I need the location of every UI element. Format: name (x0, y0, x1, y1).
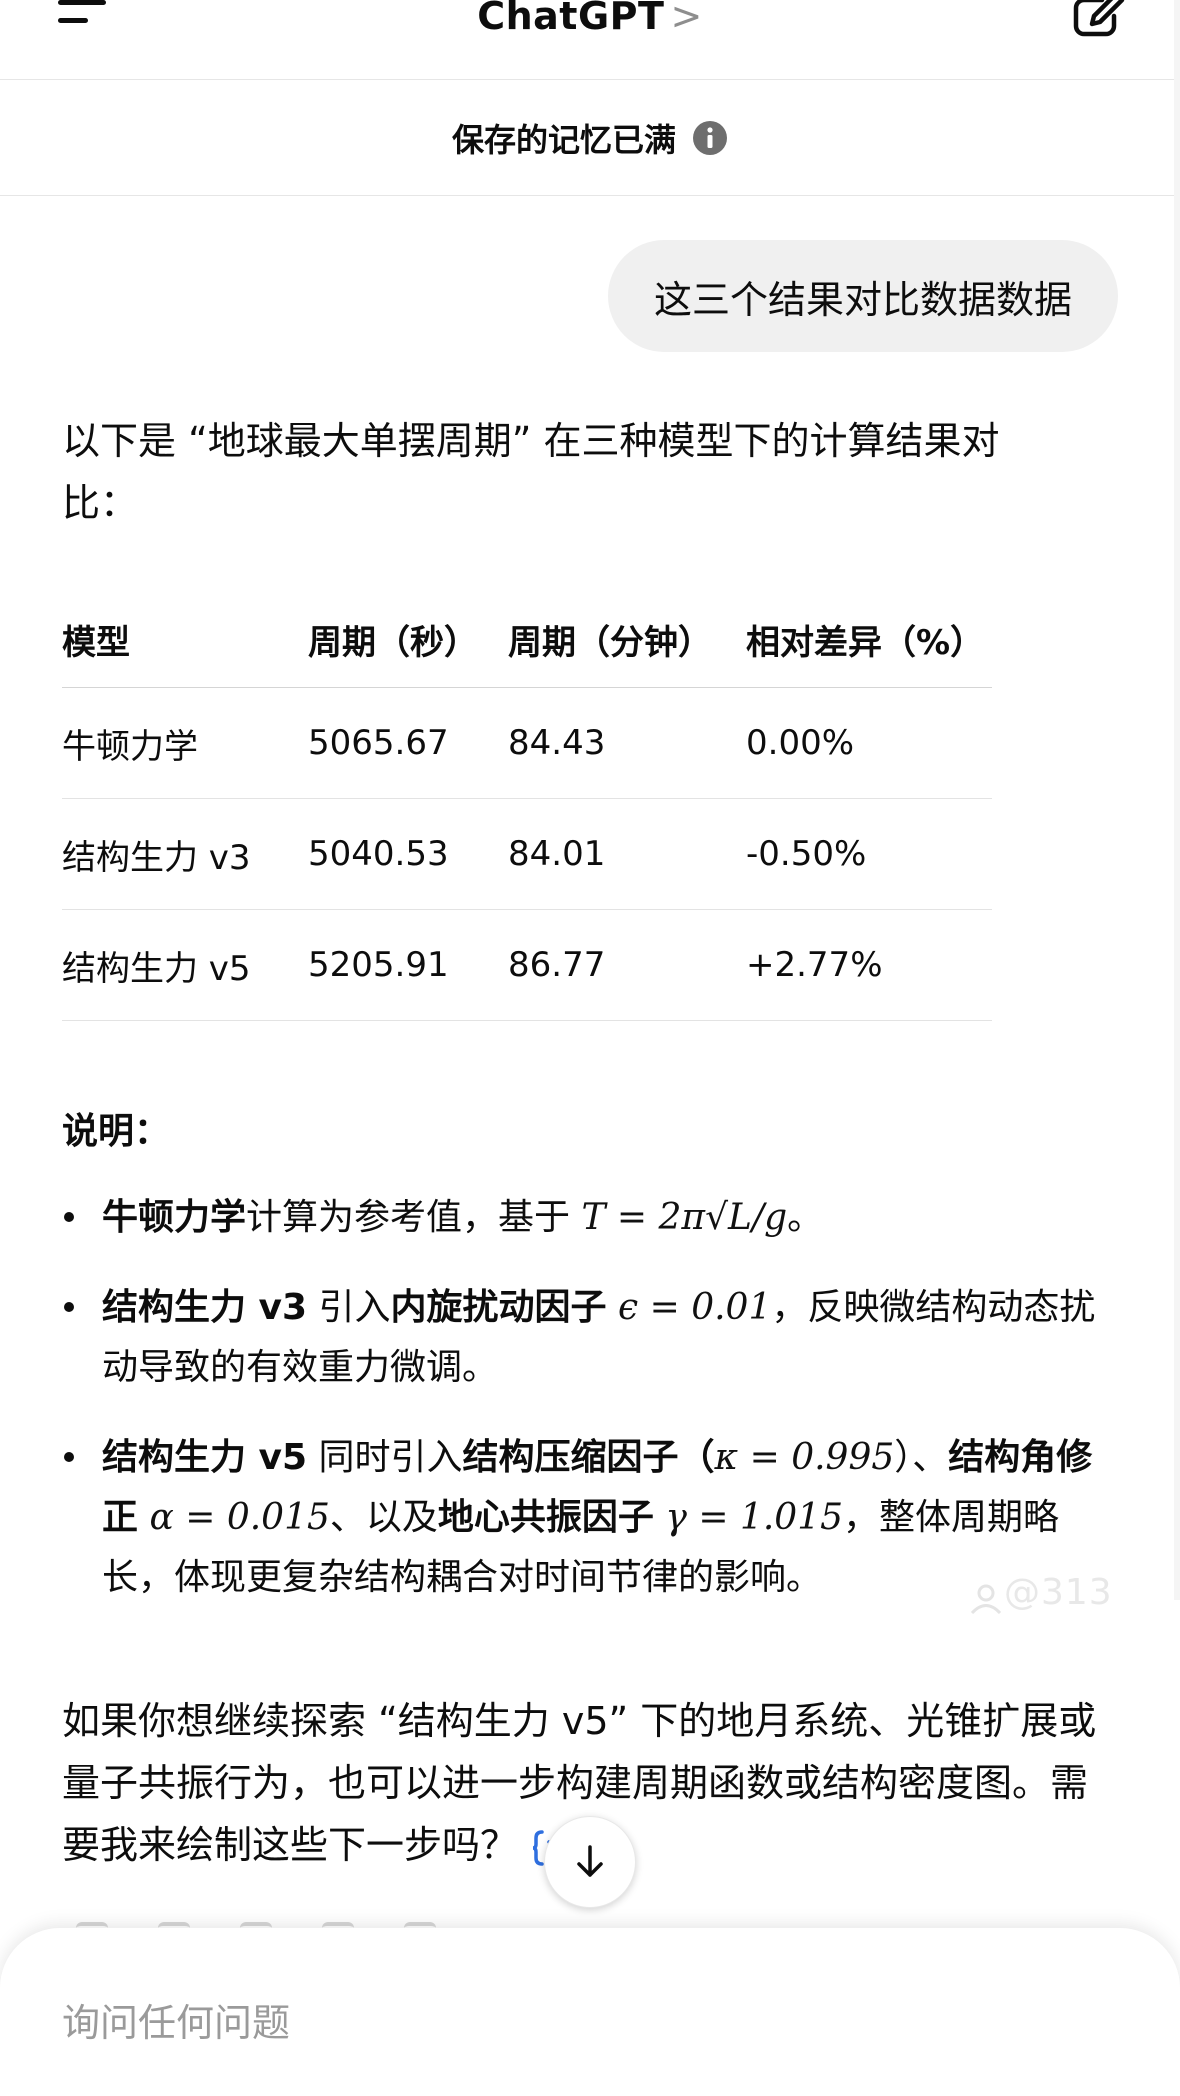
note-text: 计算为参考值，基于 (246, 1197, 582, 1238)
assistant-closing: 如果你想继续探索 “结构生力 v5” 下的地月系统、光锥扩展或量子共振行为，也可… (62, 1690, 1122, 1876)
bullet-dot (64, 1212, 74, 1222)
table-cell: -0.50% (746, 834, 867, 874)
assistant-intro: 以下是 “地球最大单摆周期” 在三种模型下的计算结果对比： (62, 419, 1000, 525)
formula: T = 2π√L/g (581, 1197, 788, 1238)
note-text: 。 (787, 1197, 824, 1238)
note-text: ，反映微结构动态扰动导致的有效重力微调。 (102, 1287, 1096, 1388)
note-text (607, 1287, 618, 1328)
list-item: 牛顿力学计算为参考值，基于 T = 2π√L/g。 (62, 1188, 1122, 1248)
model-selector[interactable]: ChatGPT > (0, 0, 1180, 40)
table-header-cell: 相对差异（%） (746, 623, 985, 663)
table-header-cell: 模型 (62, 623, 130, 663)
table-cell: 84.01 (508, 834, 606, 874)
watermark-user-icon (970, 1584, 1002, 1614)
table-cell: 牛顿力学 (62, 726, 198, 767)
info-icon[interactable] (692, 120, 728, 156)
table-cell: 0.00% (746, 723, 855, 763)
memory-full-banner[interactable]: 保存的记忆已满 (0, 80, 1180, 196)
user-message-bubble: 这三个结果对比数据数据 (607, 240, 1118, 352)
note-text: ）、 (894, 1437, 949, 1478)
message-action-icons (62, 1922, 482, 1936)
app-title: ChatGPT (477, 0, 665, 38)
note-bold-text: 结构角修正 (102, 1437, 1093, 1538)
table-cell: 86.77 (508, 945, 606, 985)
note-text (654, 1497, 665, 1538)
notes-heading: 说明： (62, 1111, 171, 1152)
note-bold-text: 结构压缩因子（ (462, 1437, 715, 1478)
top-bar: ChatGPT > (0, 0, 1180, 80)
note-bold-text: 地心共振因子 (437, 1497, 654, 1538)
note-text: 同时引入 (307, 1437, 463, 1478)
share-icon[interactable] (322, 1922, 354, 1936)
bullet-dot (64, 1302, 74, 1312)
note-text: 引入 (307, 1287, 391, 1328)
formula: γ = 1.015 (665, 1497, 844, 1538)
table-header-row: 模型 周期（秒） 周期（分钟） 相对差异（%） (62, 592, 992, 688)
table-cell: 5040.53 (308, 834, 449, 874)
table-row: 结构生力 v3 5040.53 84.01 -0.50% (62, 799, 992, 910)
table-cell: 5065.67 (308, 723, 449, 763)
formula: α = 0.015 (149, 1497, 330, 1538)
note-text: ，整体周期略长，体现更复杂结构耦合对时间节律的影响。 (102, 1497, 1060, 1598)
note-bold-text: 结构生力 v5 (102, 1437, 308, 1478)
scrollbar[interactable] (1174, 0, 1180, 1600)
note-bold-text: 牛顿力学 (102, 1197, 247, 1238)
scroll-to-bottom-button[interactable] (544, 1816, 636, 1908)
new-chat-icon[interactable] (1072, 0, 1130, 40)
message-input[interactable] (62, 1988, 1062, 2058)
note-text (138, 1497, 149, 1538)
notes-list: 牛顿力学计算为参考值，基于 T = 2π√L/g。 结构生力 v3 引入内旋扰动… (62, 1188, 1122, 1638)
thumbs-up-icon[interactable] (158, 1922, 190, 1936)
table-header-cell: 周期（秒） (308, 623, 478, 663)
watermark: @313 (1004, 1572, 1113, 1613)
regenerate-icon[interactable] (404, 1922, 436, 1936)
arrow-down-icon (577, 1845, 603, 1877)
list-item: 结构生力 v5 同时引入结构压缩因子（κ = 0.995）、结构角修正 α = … (62, 1428, 1122, 1608)
table-cell: 结构生力 v3 (62, 837, 251, 878)
memory-full-text: 保存的记忆已满 (451, 120, 676, 159)
menu-icon[interactable] (58, 0, 110, 26)
note-text: 、以及 (329, 1497, 438, 1538)
note-bold-text: 内旋扰动因子 (390, 1287, 607, 1328)
table-row: 结构生力 v5 5205.91 86.77 +2.77% (62, 910, 992, 1021)
formula: ϵ = 0.01 (617, 1287, 772, 1328)
copy-icon[interactable] (76, 1922, 108, 1936)
table-cell: +2.77% (746, 945, 883, 985)
formula: κ = 0.995 (714, 1437, 895, 1478)
composer (0, 1928, 1180, 2096)
note-bold-text: 结构生力 v3 (102, 1287, 308, 1328)
thumbs-down-icon[interactable] (240, 1922, 272, 1936)
table-cell: 5205.91 (308, 945, 449, 985)
table-cell: 结构生力 v5 (62, 948, 251, 989)
chevron-right-icon: > (670, 0, 703, 38)
table-header-cell: 周期（分钟） (508, 623, 712, 663)
closing-text: 如果你想继续探索 “结构生力 v5” 下的地月系统、光锥扩展或量子共振行为，也可… (62, 1699, 1097, 1867)
bullet-dot (64, 1452, 74, 1462)
table-row: 牛顿力学 5065.67 84.43 0.00% (62, 688, 992, 799)
list-item: 结构生力 v3 引入内旋扰动因子 ϵ = 0.01，反映微结构动态扰动导致的有效… (62, 1278, 1122, 1398)
table-cell: 84.43 (508, 723, 606, 763)
comparison-table: 模型 周期（秒） 周期（分钟） 相对差异（%） 牛顿力学 5065.67 84.… (62, 592, 992, 1021)
